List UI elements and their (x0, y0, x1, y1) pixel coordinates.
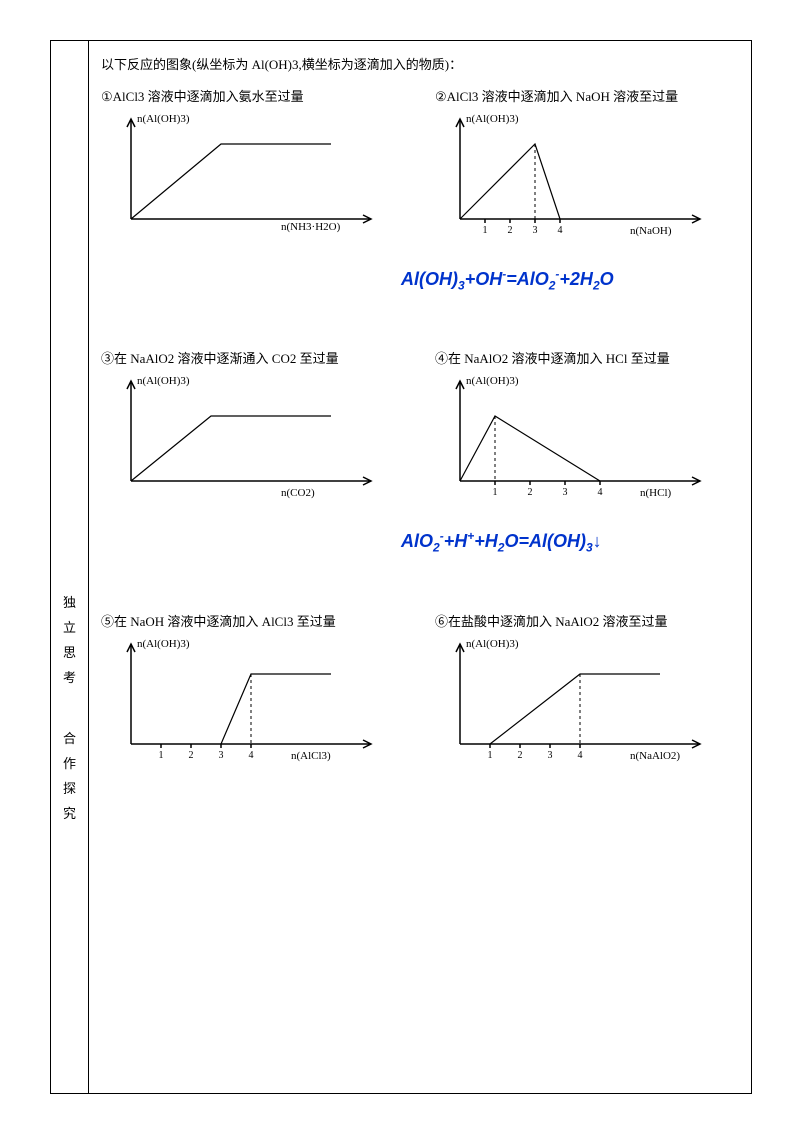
row2-titles: ③在 NaAlO2 溶液中逐渐通入 CO2 至过量 ④在 NaAlO2 溶液中逐… (101, 348, 739, 367)
outer-frame: 独 立 思 考 合 作 探 究 以下反应的图象(纵坐标为 Al(OH)3,横坐标… (50, 40, 752, 1094)
sidebar-char: 立 (63, 617, 76, 636)
sidebar-char: 探 (63, 778, 76, 797)
chart-6: 1234n(Al(OH)3)n(NaAlO2) (430, 634, 739, 784)
sidebar-char: 合 (63, 728, 76, 747)
intro-text: 以下反应的图象(纵坐标为 Al(OH)3,横坐标为逐滴加入的物质)： (101, 55, 739, 76)
chart-5: 1234n(Al(OH)3)n(AlCl3) (101, 634, 410, 784)
main-content: 以下反应的图象(纵坐标为 Al(OH)3,横坐标为逐滴加入的物质)： ①AlCl… (89, 41, 751, 1093)
row2-charts: n(Al(OH)3)n(CO2) 1234n(Al(OH)3)n(HCl) (101, 371, 739, 521)
svg-text:4: 4 (578, 750, 583, 761)
chart3-title: ③在 NaAlO2 溶液中逐渐通入 CO2 至过量 (101, 348, 405, 367)
svg-text:3: 3 (533, 225, 538, 236)
chart-4: 1234n(Al(OH)3)n(HCl) (430, 371, 739, 521)
page: 独 立 思 考 合 作 探 究 以下反应的图象(纵坐标为 Al(OH)3,横坐标… (0, 0, 800, 1132)
svg-text:2: 2 (528, 487, 533, 498)
chart2-title: ②AlCl3 溶液中逐滴加入 NaOH 溶液至过量 (435, 86, 739, 105)
row3-titles: ⑤在 NaOH 溶液中逐滴加入 AlCl3 至过量 ⑥在盐酸中逐滴加入 NaAl… (101, 611, 739, 630)
svg-text:2: 2 (508, 225, 513, 236)
svg-text:3: 3 (219, 750, 224, 761)
sidebar-char: 究 (63, 803, 76, 822)
sidebar-block-1: 独 立 思 考 (63, 586, 76, 692)
svg-text:3: 3 (563, 487, 568, 498)
svg-text:2: 2 (518, 750, 523, 761)
chart5-title: ⑤在 NaOH 溶液中逐滴加入 AlCl3 至过量 (101, 611, 405, 630)
svg-text:1: 1 (483, 225, 488, 236)
chart-2: 1234n(Al(OH)3)n(NaOH) (430, 109, 739, 259)
svg-text:1: 1 (159, 750, 164, 761)
sidebar-char: 独 (63, 592, 76, 611)
equation-1: Al(OH)3+OH-=AlO2-+2H2O (101, 267, 739, 293)
row1-charts: n(Al(OH)3)n(NH3·H2O) 1234n(Al(OH)3)n(NaO… (101, 109, 739, 259)
chart6-title: ⑥在盐酸中逐滴加入 NaAlO2 溶液至过量 (435, 611, 739, 630)
chart-3: n(Al(OH)3)n(CO2) (101, 371, 410, 521)
svg-text:1: 1 (488, 750, 493, 761)
sidebar-char: 思 (63, 642, 76, 661)
equation-2: AlO2-+H++H2O=Al(OH)3↓ (101, 529, 739, 555)
svg-text:1: 1 (493, 487, 498, 498)
chart4-title: ④在 NaAlO2 溶液中逐滴加入 HCl 至过量 (435, 348, 739, 367)
row1-titles: ①AlCl3 溶液中逐滴加入氨水至过量 ②AlCl3 溶液中逐滴加入 NaOH … (101, 86, 739, 105)
sidebar-char: 考 (63, 667, 76, 686)
chart-1: n(Al(OH)3)n(NH3·H2O) (101, 109, 410, 259)
row3-charts: 1234n(Al(OH)3)n(AlCl3) 1234n(Al(OH)3)n(N… (101, 634, 739, 784)
svg-text:2: 2 (189, 750, 194, 761)
svg-text:3: 3 (548, 750, 553, 761)
sidebar-char: 作 (63, 753, 76, 772)
chart1-title: ①AlCl3 溶液中逐滴加入氨水至过量 (101, 86, 405, 105)
svg-text:4: 4 (598, 487, 603, 498)
sidebar-block-2: 合 作 探 究 (63, 722, 76, 828)
sidebar: 独 立 思 考 合 作 探 究 (51, 41, 89, 1093)
svg-text:4: 4 (249, 750, 254, 761)
svg-text:4: 4 (558, 225, 563, 236)
